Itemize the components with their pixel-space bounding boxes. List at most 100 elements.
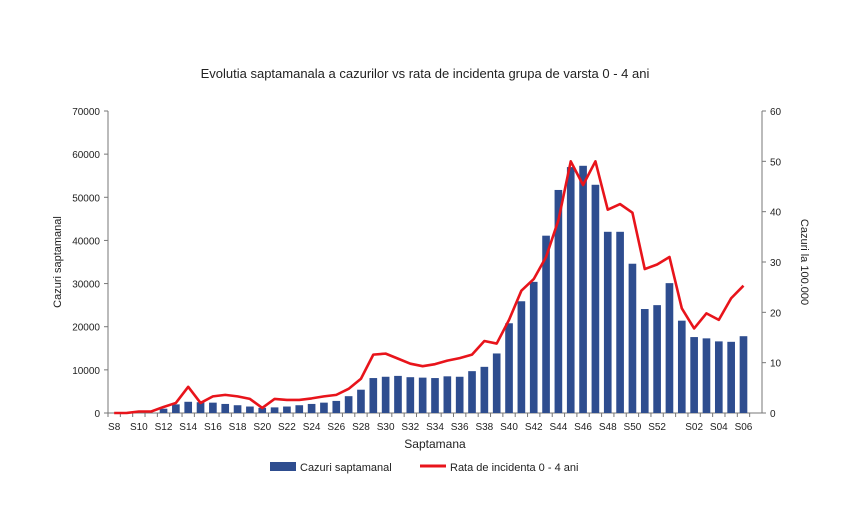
x-tick-label: S8 [108,422,121,433]
x-tick-label: S10 [130,422,148,433]
bar [640,309,649,413]
y-right-tick-label: 50 [770,157,782,168]
y-left-tick-label: 50000 [72,193,100,204]
y-axis-left-label: Cazuri saptamanal [52,216,64,308]
y-left-tick-label: 10000 [72,366,100,377]
bar [714,341,723,413]
legend-line-label: Rata de incidenta 0 - 4 ani [450,462,578,474]
legend: Cazuri saptamanal Rata de incidenta 0 - … [270,462,578,474]
x-tick-label: S02 [685,422,703,433]
bar [209,402,217,413]
x-tick-label: S34 [426,422,444,433]
plot-area: 0 10000 20000 30000 40000 50000 60000 70000 0 10 2… [72,107,781,433]
y-left-tick-label: 60000 [72,150,100,161]
x-axis-label: Saptamana [404,437,466,451]
bar [283,406,291,413]
bar [468,371,476,413]
y-right-tick-label: 60 [770,107,782,118]
x-tick-label: S12 [155,422,173,433]
bar [320,402,328,413]
bar [394,375,402,413]
bar [517,301,526,413]
bar [270,407,279,413]
bar [307,403,316,413]
x-tick-label: S44 [549,422,567,433]
x-tick-label: S06 [735,422,753,433]
bar [554,189,563,413]
x-tick-label: S14 [179,422,197,433]
bar [221,403,230,413]
y-left-tick-label: 20000 [72,323,100,334]
bar [702,338,711,413]
bar [344,396,353,413]
y-left-tick-label: 30000 [72,280,100,291]
y-right-tick-label: 40 [770,208,782,219]
x-tick-label: S40 [500,422,518,433]
bar [418,377,427,413]
bar [616,231,624,413]
bar [566,167,575,413]
bar [690,337,698,413]
bar [443,376,452,413]
x-tick-label: S22 [278,422,296,433]
bar [579,165,587,413]
bar [295,405,304,413]
bar [332,400,341,413]
bar [529,281,538,413]
x-tick-label: S52 [648,422,666,433]
bar [505,323,513,413]
bar [369,378,378,413]
bar [455,376,464,413]
bar [172,404,180,413]
x-tick-label: S42 [525,422,543,433]
bar [159,408,168,413]
bar [653,305,661,413]
bar [677,320,686,413]
y-left-tick-label: 40000 [72,236,100,247]
x-tick-label: S48 [599,422,617,433]
y-right-tick-label: 0 [770,409,776,420]
y-axis-right-label: Cazuri la 100.000 [798,219,810,305]
bar [357,389,365,413]
bar [196,402,205,413]
bar [233,405,242,413]
y-right-tick-label: 20 [770,308,782,319]
x-tick-label: S30 [377,422,395,433]
bar [246,406,254,413]
x-tick-label: S18 [229,422,247,433]
x-tick-label: S20 [253,422,271,433]
bar [492,353,501,413]
bar [258,407,267,413]
bar [727,341,735,413]
y-right-tick-label: 30 [770,258,782,269]
bar [406,377,415,413]
x-tick-label: S04 [710,422,728,433]
bar [665,283,674,413]
bar [542,235,550,413]
x-tick-label: S16 [204,422,222,433]
bar [381,376,390,413]
incidence-line [114,160,745,415]
chart-title: Evolutia saptamanala a cazurilor vs rata… [201,66,650,81]
bar [184,401,193,413]
x-tick-label: S50 [624,422,642,433]
x-tick-label: S24 [303,422,321,433]
x-tick-label: S38 [475,422,493,433]
x-tick-label: S36 [451,422,469,433]
x-tick-label: S28 [352,422,370,433]
bar [628,263,637,413]
x-tick-label: S26 [327,422,345,433]
bar [603,231,612,413]
legend-bar-swatch [270,462,296,471]
bar [739,336,748,413]
bar [480,366,489,413]
bar [431,378,439,413]
x-tick-label: S32 [401,422,419,433]
y-right-tick-label: 10 [770,359,782,370]
y-left-tick-label: 0 [94,409,100,420]
x-tick-label: S46 [574,422,592,433]
legend-bar-label: Cazuri saptamanal [300,462,392,474]
bar [591,184,600,413]
y-left-tick-label: 70000 [72,107,100,118]
